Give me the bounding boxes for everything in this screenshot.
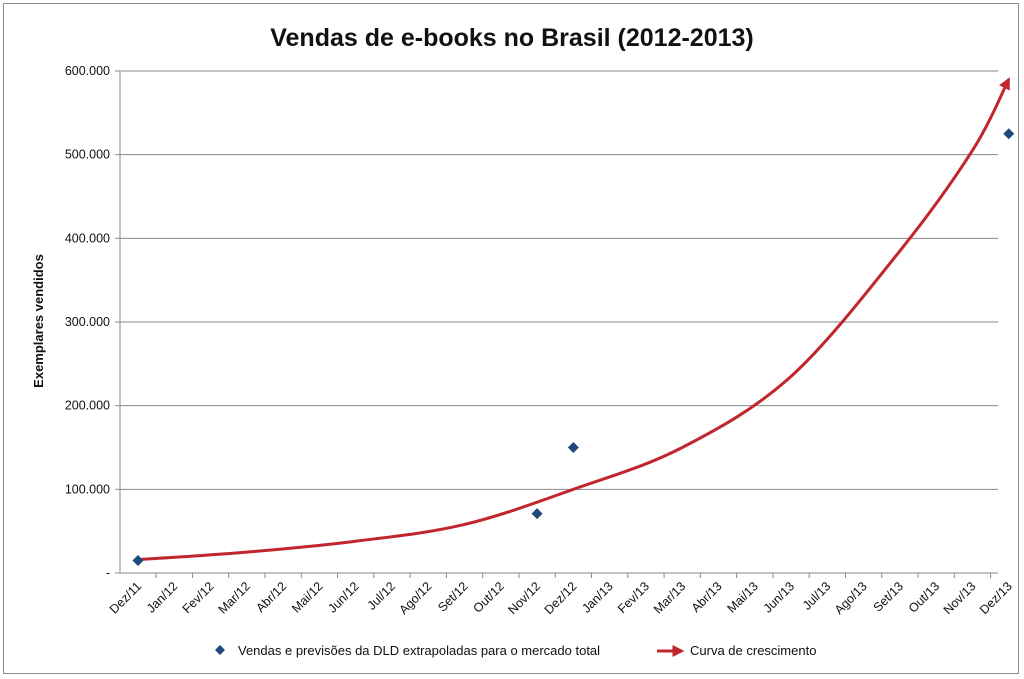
data-series — [132, 77, 1015, 566]
scatter-point-2 — [567, 442, 579, 453]
legend-scatter-label: Vendas e previsões da DLD extrapoladas p… — [238, 643, 600, 658]
x-tick-label-2: Fev/12 — [180, 579, 217, 616]
y-tick-label-4: 400.000 — [65, 231, 110, 245]
y-tick-label-3: 300.000 — [65, 315, 110, 329]
x-tick-label-8: Ago/12 — [396, 579, 434, 617]
legend-curve-label: Curva de crescimento — [690, 643, 816, 658]
chart-frame — [3, 3, 1019, 674]
x-tick-label-24: Dez/13 — [977, 579, 1015, 617]
x-tick-label-16: Abr/13 — [689, 579, 725, 615]
x-tick-label-6: Jun/12 — [325, 579, 361, 615]
x-tick-label-18: Jun/13 — [761, 579, 797, 615]
x-tick-label-15: Mar/13 — [651, 579, 688, 616]
x-tick-label-17: Mai/13 — [724, 579, 760, 615]
gridlines — [120, 70, 998, 490]
x-tick-label-9: Set/12 — [435, 579, 470, 614]
growth-curve-line — [137, 77, 1011, 562]
chart-title: Vendas de e-books no Brasil (2012-2013) — [270, 24, 754, 52]
x-tick-label-20: Ago/13 — [832, 579, 870, 617]
x-tick-label-1: Jan/12 — [144, 579, 180, 615]
x-tick-label-14: Fev/13 — [615, 579, 652, 616]
y-axis-label: Exemplares vendidos — [31, 254, 46, 388]
y-tick-label-6: 600.000 — [65, 64, 110, 78]
axes — [115, 70, 998, 578]
x-tick-label-4: Abr/12 — [253, 579, 289, 615]
x-tick-label-23: Nov/13 — [941, 579, 979, 617]
x-tick-label-11: Nov/12 — [505, 579, 543, 617]
y-tick-label-0: - — [106, 566, 110, 580]
legend: Vendas e previsões da DLD extrapoladas p… — [215, 643, 816, 658]
scatter-point-0 — [132, 554, 144, 566]
y-tick-label-5: 500.000 — [65, 148, 110, 162]
x-tick-label-5: Mai/12 — [289, 579, 325, 615]
x-tick-label-7: Jul/12 — [365, 579, 399, 613]
x-tick-label-22: Out/13 — [906, 579, 942, 615]
scatter-point-1 — [531, 508, 543, 520]
y-tick-label-2: 200.000 — [65, 399, 110, 413]
legend-diamond-marker — [215, 645, 225, 655]
x-tick-label-21: Set/13 — [871, 579, 906, 614]
x-tick-label-19: Jul/13 — [800, 579, 834, 613]
y-tick-label-1: 100.000 — [65, 482, 110, 496]
x-tick-label-0: Dez/11 — [107, 579, 144, 616]
x-tick-label-12: Dez/12 — [542, 579, 580, 617]
scatter-point-3 — [1003, 128, 1015, 140]
x-tick-label-13: Jan/13 — [579, 579, 615, 615]
y-tick-labels: - 100.000 200.000 300.000 400.000 500.000 600.… — [65, 64, 110, 580]
x-tick-label-10: Out/12 — [470, 579, 506, 615]
x-tick-label-3: Mar/12 — [216, 579, 253, 616]
